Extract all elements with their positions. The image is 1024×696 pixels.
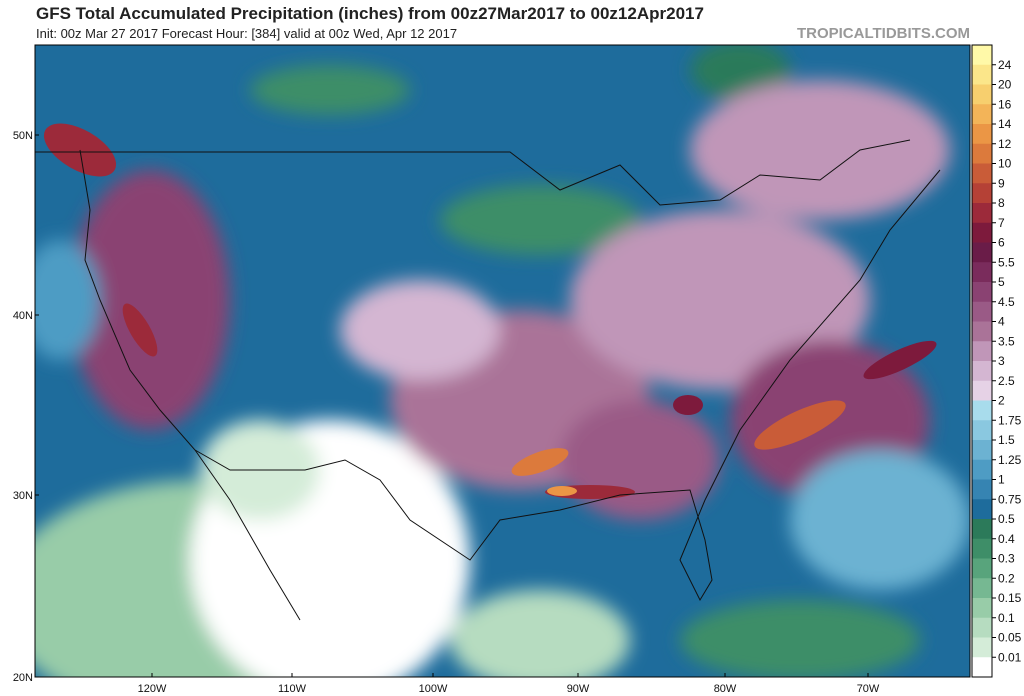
lon-label: 100W [419, 683, 448, 695]
colorbar-swatch [972, 361, 992, 382]
colorbar-swatch [972, 45, 992, 66]
colorbar-label: 24 [998, 58, 1012, 72]
colorbar-swatch [972, 657, 992, 678]
colorbar-swatch [972, 282, 992, 303]
colorbar-label: 1.5 [998, 433, 1015, 447]
colorbar-label: 5 [998, 275, 1005, 289]
colorbar-label: 8 [998, 196, 1005, 210]
colorbar-label: 2.5 [998, 374, 1015, 388]
colorbar-swatch [972, 538, 992, 559]
colorbar-swatch [972, 84, 992, 105]
colorbar-label: 0.3 [998, 552, 1015, 566]
colorbar-label: 0.15 [998, 591, 1022, 605]
colorbar-label: 0.1 [998, 611, 1015, 625]
lat-label: 20N [13, 672, 33, 684]
colorbar-label: 3.5 [998, 334, 1015, 348]
colorbar-swatch [972, 479, 992, 500]
colorbar-swatch [972, 64, 992, 85]
colorbar-label: 0.05 [998, 631, 1022, 645]
colorbar-swatch [972, 617, 992, 638]
colorbar-label: 7 [998, 216, 1005, 230]
lon-label: 120W [138, 683, 167, 695]
colorbar-label: 14 [998, 117, 1012, 131]
colorbar-swatch [972, 637, 992, 658]
colorbar-swatch [972, 104, 992, 125]
colorbar-swatch [972, 459, 992, 480]
lat-label: 30N [13, 490, 33, 502]
colorbar-label: 5.5 [998, 255, 1015, 269]
colorbar-swatch [972, 163, 992, 184]
colorbar-swatch [972, 558, 992, 579]
colorbar-label: 0.75 [998, 492, 1022, 506]
colorbar-label: 10 [998, 157, 1012, 171]
colorbar-swatch [972, 262, 992, 283]
lon-label: 80W [714, 683, 737, 695]
precip-field [35, 45, 970, 677]
colorbar-swatch [972, 380, 992, 401]
colorbar-swatch [972, 519, 992, 540]
lat-label: 50N [13, 130, 33, 142]
colorbar-swatch [972, 143, 992, 164]
colorbar-label: 3 [998, 354, 1005, 368]
colorbar-swatch [972, 420, 992, 441]
colorbar-swatch [972, 341, 992, 362]
colorbar-label: 0.4 [998, 532, 1015, 546]
title: GFS Total Accumulated Precipitation (inc… [36, 4, 704, 23]
lon-label: 70W [857, 683, 880, 695]
colorbar-label: 0.5 [998, 512, 1015, 526]
colorbar-swatch [972, 321, 992, 342]
colorbar-label: 1 [998, 473, 1005, 487]
subtitle: Init: 00z Mar 27 2017 Forecast Hour: [38… [36, 26, 457, 41]
colorbar-swatch [972, 301, 992, 322]
colorbar-label: 16 [998, 97, 1012, 111]
colorbar-label: 2 [998, 394, 1005, 408]
colorbar-swatch [972, 242, 992, 263]
watermark: TROPICALTIDBITS.COM [797, 25, 970, 42]
colorbar-label: 0.01 [998, 650, 1022, 664]
colorbar-label: 9 [998, 176, 1005, 190]
colorbar-swatch [972, 578, 992, 599]
colorbar-swatch [972, 598, 992, 619]
colorbar-label: 6 [998, 236, 1005, 250]
colorbar: 24 20 16 14 12 10 9 8 7 6 5.5 5 4.5 4 3.5 3 2.5 2 1.75 1.5 1… [971, 44, 1022, 678]
colorbar-swatch [972, 124, 992, 145]
colorbar-label: 4 [998, 315, 1005, 329]
colorbar-label: 12 [998, 137, 1012, 151]
colorbar-swatch [972, 440, 992, 461]
lat-label: 40N [13, 310, 33, 322]
map-frame [34, 44, 971, 678]
colorbar-label: 1.75 [998, 413, 1022, 427]
colorbar-swatch [972, 400, 992, 421]
colorbar-swatch [972, 203, 992, 224]
colorbar-swatch [972, 222, 992, 243]
lon-label: 90W [567, 683, 590, 695]
colorbar-swatch [972, 499, 992, 520]
lon-label: 110W [278, 683, 307, 695]
colorbar-label: 0.2 [998, 571, 1015, 585]
colorbar-label: 20 [998, 78, 1012, 92]
colorbar-label: 1.25 [998, 453, 1022, 467]
colorbar-swatch [972, 183, 992, 204]
colorbar-label: 4.5 [998, 295, 1015, 309]
